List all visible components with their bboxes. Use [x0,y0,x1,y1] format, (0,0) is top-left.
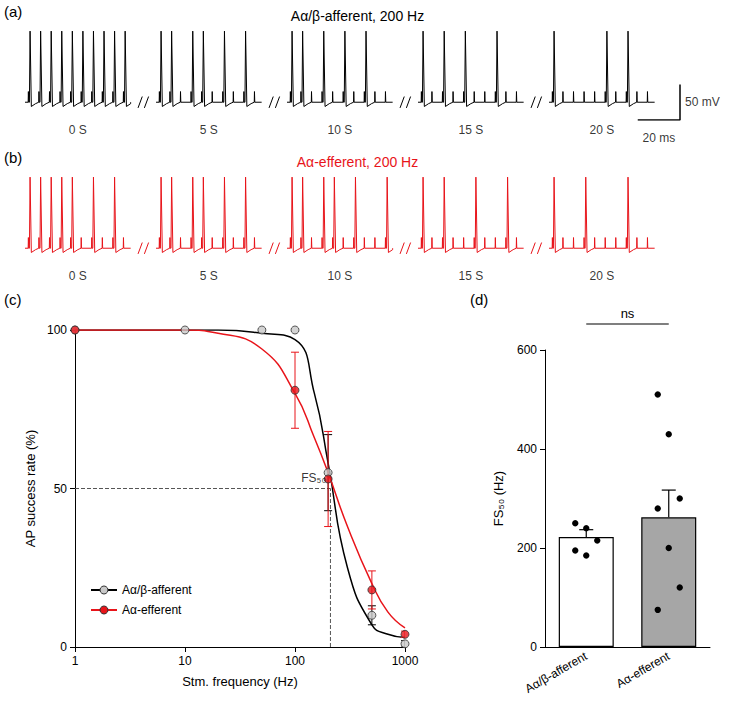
svg-text:1000: 1000 [392,654,419,668]
svg-text:Aα-efferent, 200 Hz: Aα-efferent, 200 Hz [297,154,418,170]
svg-text:(d): (d) [470,291,488,308]
svg-text:(c): (c) [4,291,22,308]
svg-text:15 S: 15 S [458,123,483,137]
svg-text:0: 0 [60,640,67,654]
svg-text:10 S: 10 S [327,123,352,137]
svg-text:Aα/β-afferent: Aα/β-afferent [122,583,192,597]
svg-text:400: 400 [517,442,537,456]
svg-text:Aα/β-afferent, 200 Hz: Aα/β-afferent, 200 Hz [291,8,424,24]
svg-text:ns: ns [621,306,635,321]
svg-text:0: 0 [530,640,537,654]
svg-text:Stm. frequency (Hz): Stm. frequency (Hz) [182,674,298,689]
svg-text:0 S: 0 S [69,269,87,283]
svg-text:(b): (b) [4,149,22,166]
svg-text:Aα/β-afferent: Aα/β-afferent [523,649,591,696]
svg-text:20 S: 20 S [589,123,614,137]
svg-text:20 ms: 20 ms [643,131,676,145]
svg-text:5 S: 5 S [200,123,218,137]
svg-text:200: 200 [517,541,537,555]
svg-text:10 S: 10 S [327,269,352,283]
svg-text:(a): (a) [4,3,22,20]
svg-text:50 mV: 50 mV [685,95,720,109]
svg-text:FS₅₀: FS₅₀ [301,471,326,485]
svg-text:50: 50 [54,482,68,496]
svg-text:FS₅₀ (Hz): FS₅₀ (Hz) [491,471,506,526]
svg-text:Aα-efferent: Aα-efferent [614,649,673,691]
svg-text:100: 100 [47,323,67,337]
svg-text:5 S: 5 S [200,269,218,283]
svg-text:Aα-efferent: Aα-efferent [122,603,182,617]
svg-text:10: 10 [178,654,192,668]
svg-text:600: 600 [517,343,537,357]
svg-text:AP success rate (%): AP success rate (%) [23,430,38,548]
svg-text:15 S: 15 S [458,269,483,283]
svg-text:100: 100 [285,654,305,668]
svg-text:1: 1 [72,654,79,668]
svg-text:20 S: 20 S [589,269,614,283]
svg-text:0 S: 0 S [69,123,87,137]
